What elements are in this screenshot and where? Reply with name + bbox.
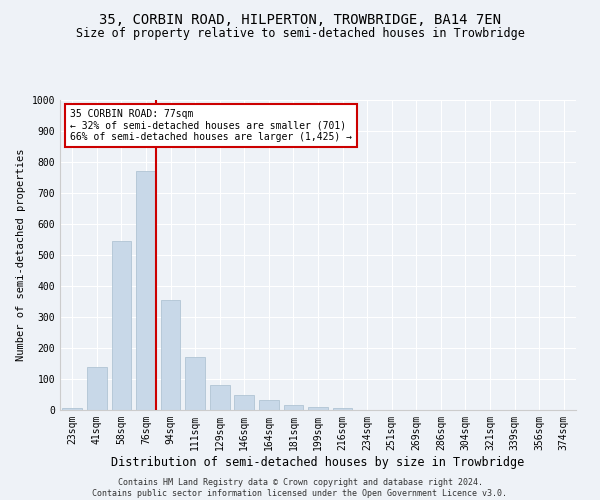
Bar bbox=[235, 394, 254, 410]
Bar bbox=[333, 408, 352, 410]
X-axis label: Distribution of semi-detached houses by size in Trowbridge: Distribution of semi-detached houses by … bbox=[112, 456, 524, 468]
Bar bbox=[87, 366, 107, 410]
Bar bbox=[259, 400, 278, 410]
Bar bbox=[308, 407, 328, 410]
Text: Size of property relative to semi-detached houses in Trowbridge: Size of property relative to semi-detach… bbox=[76, 28, 524, 40]
Text: 35, CORBIN ROAD, HILPERTON, TROWBRIDGE, BA14 7EN: 35, CORBIN ROAD, HILPERTON, TROWBRIDGE, … bbox=[99, 12, 501, 26]
Bar bbox=[161, 300, 181, 410]
Bar bbox=[136, 172, 156, 410]
Text: Contains HM Land Registry data © Crown copyright and database right 2024.
Contai: Contains HM Land Registry data © Crown c… bbox=[92, 478, 508, 498]
Bar bbox=[185, 358, 205, 410]
Text: 35 CORBIN ROAD: 77sqm
← 32% of semi-detached houses are smaller (701)
66% of sem: 35 CORBIN ROAD: 77sqm ← 32% of semi-deta… bbox=[70, 110, 352, 142]
Bar bbox=[62, 408, 82, 410]
Y-axis label: Number of semi-detached properties: Number of semi-detached properties bbox=[16, 149, 26, 361]
Bar bbox=[112, 241, 131, 410]
Bar bbox=[284, 406, 303, 410]
Bar bbox=[210, 384, 230, 410]
